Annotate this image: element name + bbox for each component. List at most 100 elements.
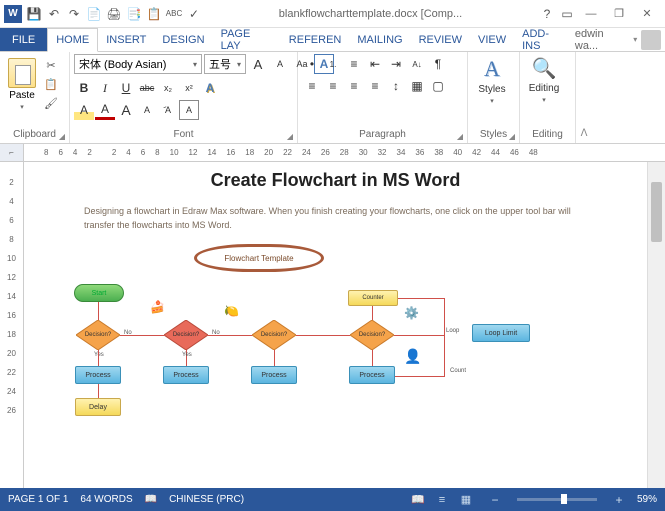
tab-design[interactable]: DESIGN bbox=[154, 28, 212, 51]
ribbon-options-button[interactable]: ▭ bbox=[557, 4, 577, 24]
tab-addins[interactable]: ADD-INS bbox=[514, 28, 575, 51]
font-launcher[interactable]: ◢ bbox=[287, 132, 293, 141]
tab-view[interactable]: VIEW bbox=[470, 28, 514, 51]
paste-button[interactable]: Paste ▾ bbox=[4, 54, 40, 111]
decrease-indent-button[interactable]: ⇤ bbox=[365, 54, 385, 74]
qat-preview[interactable]: 📑 bbox=[124, 4, 144, 24]
restore-button[interactable]: ❐ bbox=[605, 4, 633, 24]
clipboard-launcher[interactable]: ◢ bbox=[59, 132, 65, 141]
proofing-icon[interactable]: 📖 bbox=[145, 494, 157, 505]
phonetic-button[interactable]: ᷄A bbox=[158, 100, 178, 120]
group-paragraph: • 1. ≡ ⇤ ⇥ A↓ ¶ ≡ ≡ ≡ ≡ ↕ ▦ ▢ Paragraph◢ bbox=[298, 52, 468, 143]
gears-icon: ⚙️ bbox=[404, 306, 419, 320]
font-name-combo[interactable]: 宋体 (Body Asian)▾ bbox=[74, 54, 202, 74]
decision-shape-2: Decision? bbox=[164, 320, 208, 350]
subscript-button[interactable]: x₂ bbox=[158, 78, 178, 98]
vertical-scrollbar[interactable] bbox=[647, 162, 665, 488]
show-marks-button[interactable]: ¶ bbox=[428, 54, 448, 74]
bold-button[interactable]: B bbox=[74, 78, 94, 98]
italic-button[interactable]: I bbox=[95, 78, 115, 98]
decision-shape-3: Decision? bbox=[252, 320, 296, 350]
strike-button[interactable]: abc bbox=[137, 78, 157, 98]
editing-button[interactable]: 🔍Editing▾ bbox=[524, 54, 564, 104]
ribbon: Paste ▾ ✂ 📋 🖌 Clipboard◢ 宋体 (Body Asian)… bbox=[0, 52, 665, 144]
tab-home[interactable]: HOME bbox=[47, 28, 98, 52]
tab-file[interactable]: FILE bbox=[0, 28, 47, 51]
group-styles: AStyles▾ Styles◢ bbox=[468, 52, 520, 143]
bullets-button[interactable]: • bbox=[302, 54, 322, 74]
align-right-button[interactable]: ≡ bbox=[344, 76, 364, 96]
paste-icon bbox=[8, 58, 36, 88]
cake-icon: 🍰 bbox=[150, 300, 165, 314]
qat-undo[interactable]: ↶ bbox=[44, 4, 64, 24]
view-web-button[interactable]: ▦ bbox=[455, 492, 477, 508]
copy-button[interactable]: 📋 bbox=[42, 75, 60, 93]
tab-review[interactable]: REVIEW bbox=[411, 28, 470, 51]
qat-spell[interactable]: ABC bbox=[164, 4, 184, 24]
shrink-font2[interactable]: A bbox=[137, 100, 157, 120]
qat-print[interactable]: 🖨 bbox=[104, 4, 124, 24]
zoom-in-button[interactable]: + bbox=[613, 493, 625, 507]
styles-launcher[interactable]: ◢ bbox=[509, 132, 515, 141]
collapse-ribbon-button[interactable]: ᐱ bbox=[576, 52, 592, 143]
zoom-slider[interactable] bbox=[517, 498, 597, 501]
tab-references[interactable]: REFEREN bbox=[281, 28, 350, 51]
align-left-button[interactable]: ≡ bbox=[302, 76, 322, 96]
styles-button[interactable]: AStyles▾ bbox=[472, 54, 512, 105]
page-indicator[interactable]: PAGE 1 OF 1 bbox=[8, 494, 68, 505]
scroll-thumb[interactable] bbox=[651, 182, 662, 242]
align-center-button[interactable]: ≡ bbox=[323, 76, 343, 96]
increase-indent-button[interactable]: ⇥ bbox=[386, 54, 406, 74]
decision-shape-1: Decision? bbox=[76, 320, 120, 350]
numbering-button[interactable]: 1. bbox=[323, 54, 343, 74]
process-shape-4: Process bbox=[349, 366, 395, 384]
flowchart: Flowchart Template Start Decision? Yes P… bbox=[54, 250, 617, 450]
paragraph-launcher[interactable]: ◢ bbox=[457, 132, 463, 141]
justify-button[interactable]: ≡ bbox=[365, 76, 385, 96]
view-print-button[interactable]: ≡ bbox=[431, 492, 453, 508]
qat-new[interactable]: 📄 bbox=[84, 4, 104, 24]
minimize-button[interactable]: — bbox=[577, 4, 605, 24]
zoom-level[interactable]: 59% bbox=[637, 494, 657, 505]
shading-button[interactable]: ▦ bbox=[407, 76, 427, 96]
grow-font-button[interactable]: A bbox=[248, 54, 268, 74]
word-count[interactable]: 64 WORDS bbox=[80, 494, 132, 505]
line-spacing-button[interactable]: ↕ bbox=[386, 76, 406, 96]
underline-button[interactable]: U bbox=[116, 78, 136, 98]
borders-button[interactable]: ▢ bbox=[428, 76, 448, 96]
grow-font2[interactable]: A bbox=[116, 100, 136, 120]
superscript-button[interactable]: x² bbox=[179, 78, 199, 98]
cut-button[interactable]: ✂ bbox=[42, 56, 60, 74]
highlight-button[interactable]: A bbox=[74, 100, 94, 120]
horizontal-ruler[interactable]: 8642246810121416182022242628303234363840… bbox=[24, 144, 665, 162]
format-painter-button[interactable]: 🖌 bbox=[42, 94, 60, 112]
zoom-out-button[interactable]: − bbox=[489, 493, 501, 507]
tab-mailings[interactable]: MAILING bbox=[349, 28, 410, 51]
document-canvas[interactable]: Create Flowchart in MS Word Designing a … bbox=[24, 162, 647, 488]
sort-button[interactable]: A↓ bbox=[407, 54, 427, 74]
multilevel-button[interactable]: ≡ bbox=[344, 54, 364, 74]
help-button[interactable]: ? bbox=[537, 4, 557, 24]
user-area[interactable]: edwin wa... ▾ bbox=[575, 28, 665, 51]
text-effects-button[interactable]: A bbox=[200, 78, 220, 98]
tab-page-layout[interactable]: PAGE LAY bbox=[213, 28, 281, 51]
clipboard-label: Clipboard◢ bbox=[4, 128, 65, 141]
close-button[interactable]: ✕ bbox=[633, 4, 661, 24]
group-editing: 🔍Editing▾ Editing bbox=[520, 52, 576, 143]
decision-shape-4: Decision? bbox=[350, 320, 394, 350]
tab-insert[interactable]: INSERT bbox=[98, 28, 154, 51]
shrink-font-button[interactable]: A bbox=[270, 54, 290, 74]
qat-more[interactable]: ✓ bbox=[184, 4, 204, 24]
char-border-button[interactable]: A bbox=[179, 100, 199, 120]
process-shape-2: Process bbox=[163, 366, 209, 384]
user-name: edwin wa... bbox=[575, 28, 629, 52]
vertical-ruler[interactable]: 2468101214161820222426 bbox=[0, 162, 24, 488]
view-read-button[interactable]: 📖 bbox=[407, 492, 429, 508]
qat-paste[interactable]: 📋 bbox=[144, 4, 164, 24]
qat-save[interactable]: 💾 bbox=[24, 4, 44, 24]
language-indicator[interactable]: CHINESE (PRC) bbox=[169, 494, 244, 505]
doc-title: Create Flowchart in MS Word bbox=[44, 170, 627, 191]
font-color-button[interactable]: A bbox=[95, 100, 115, 120]
font-size-combo[interactable]: 五号▾ bbox=[204, 54, 246, 74]
qat-redo[interactable]: ↷ bbox=[64, 4, 84, 24]
